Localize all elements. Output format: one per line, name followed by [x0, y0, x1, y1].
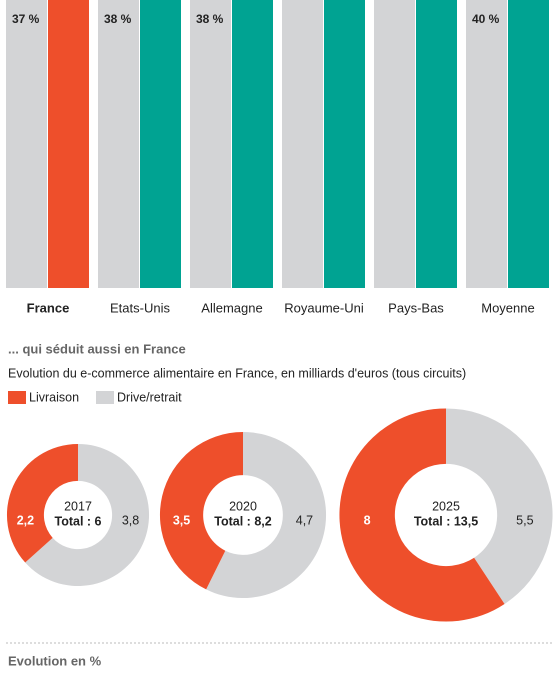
value-label: 38 %	[104, 12, 132, 26]
section-subtitle: Evolution du e-commerce alimentaire en F…	[8, 366, 466, 380]
x-tick-label: Allemagne	[201, 300, 262, 315]
donut-total: Total : 8,2	[214, 514, 271, 528]
donut-segment	[339, 408, 505, 622]
donut-segment	[446, 408, 553, 605]
value-label: 38 %	[196, 12, 224, 26]
donut-segment	[206, 431, 327, 599]
donut-segment	[6, 443, 78, 563]
bar	[508, 0, 549, 288]
value-label: 2,2	[17, 513, 34, 527]
footer-heading: Evolution en %	[8, 653, 102, 668]
section-title: ... qui séduit aussi en France	[8, 341, 186, 356]
bar	[282, 0, 323, 288]
donut-year: 2020	[229, 499, 257, 513]
value-label: 3,8	[122, 513, 139, 527]
bar	[324, 0, 365, 288]
legend-label: Livraison	[29, 390, 79, 404]
bar	[48, 0, 89, 288]
bar	[6, 0, 47, 289]
bar	[140, 0, 181, 288]
value-label: 40 %	[472, 12, 500, 26]
x-tick-label: Royaume-Uni	[284, 300, 364, 315]
x-tick-label: Moyenne	[481, 300, 534, 315]
value-label: 8	[364, 513, 371, 527]
bar	[232, 0, 273, 288]
donut-year: 2017	[64, 499, 92, 513]
value-label: 3,5	[173, 513, 190, 527]
bar	[374, 0, 415, 288]
donut-segment	[159, 431, 243, 590]
donut-year: 2025	[432, 499, 460, 513]
donut-segment	[25, 443, 150, 587]
value-label: 5,5	[516, 513, 533, 527]
bar	[416, 0, 457, 288]
x-tick-label: France	[27, 300, 70, 315]
bar	[98, 0, 139, 288]
donut-total: Total : 6	[55, 514, 102, 528]
legend-swatch	[8, 391, 26, 404]
value-label: 4,7	[296, 513, 313, 527]
x-tick-label: Pays-Bas	[388, 300, 444, 315]
legend-swatch	[96, 391, 114, 404]
donut-total: Total : 13,5	[414, 514, 478, 528]
bar	[466, 0, 507, 288]
bar	[190, 0, 231, 288]
legend-label: Drive/retrait	[117, 390, 182, 404]
value-label: 37 %	[12, 12, 40, 26]
x-tick-label: Etats-Unis	[110, 300, 170, 315]
